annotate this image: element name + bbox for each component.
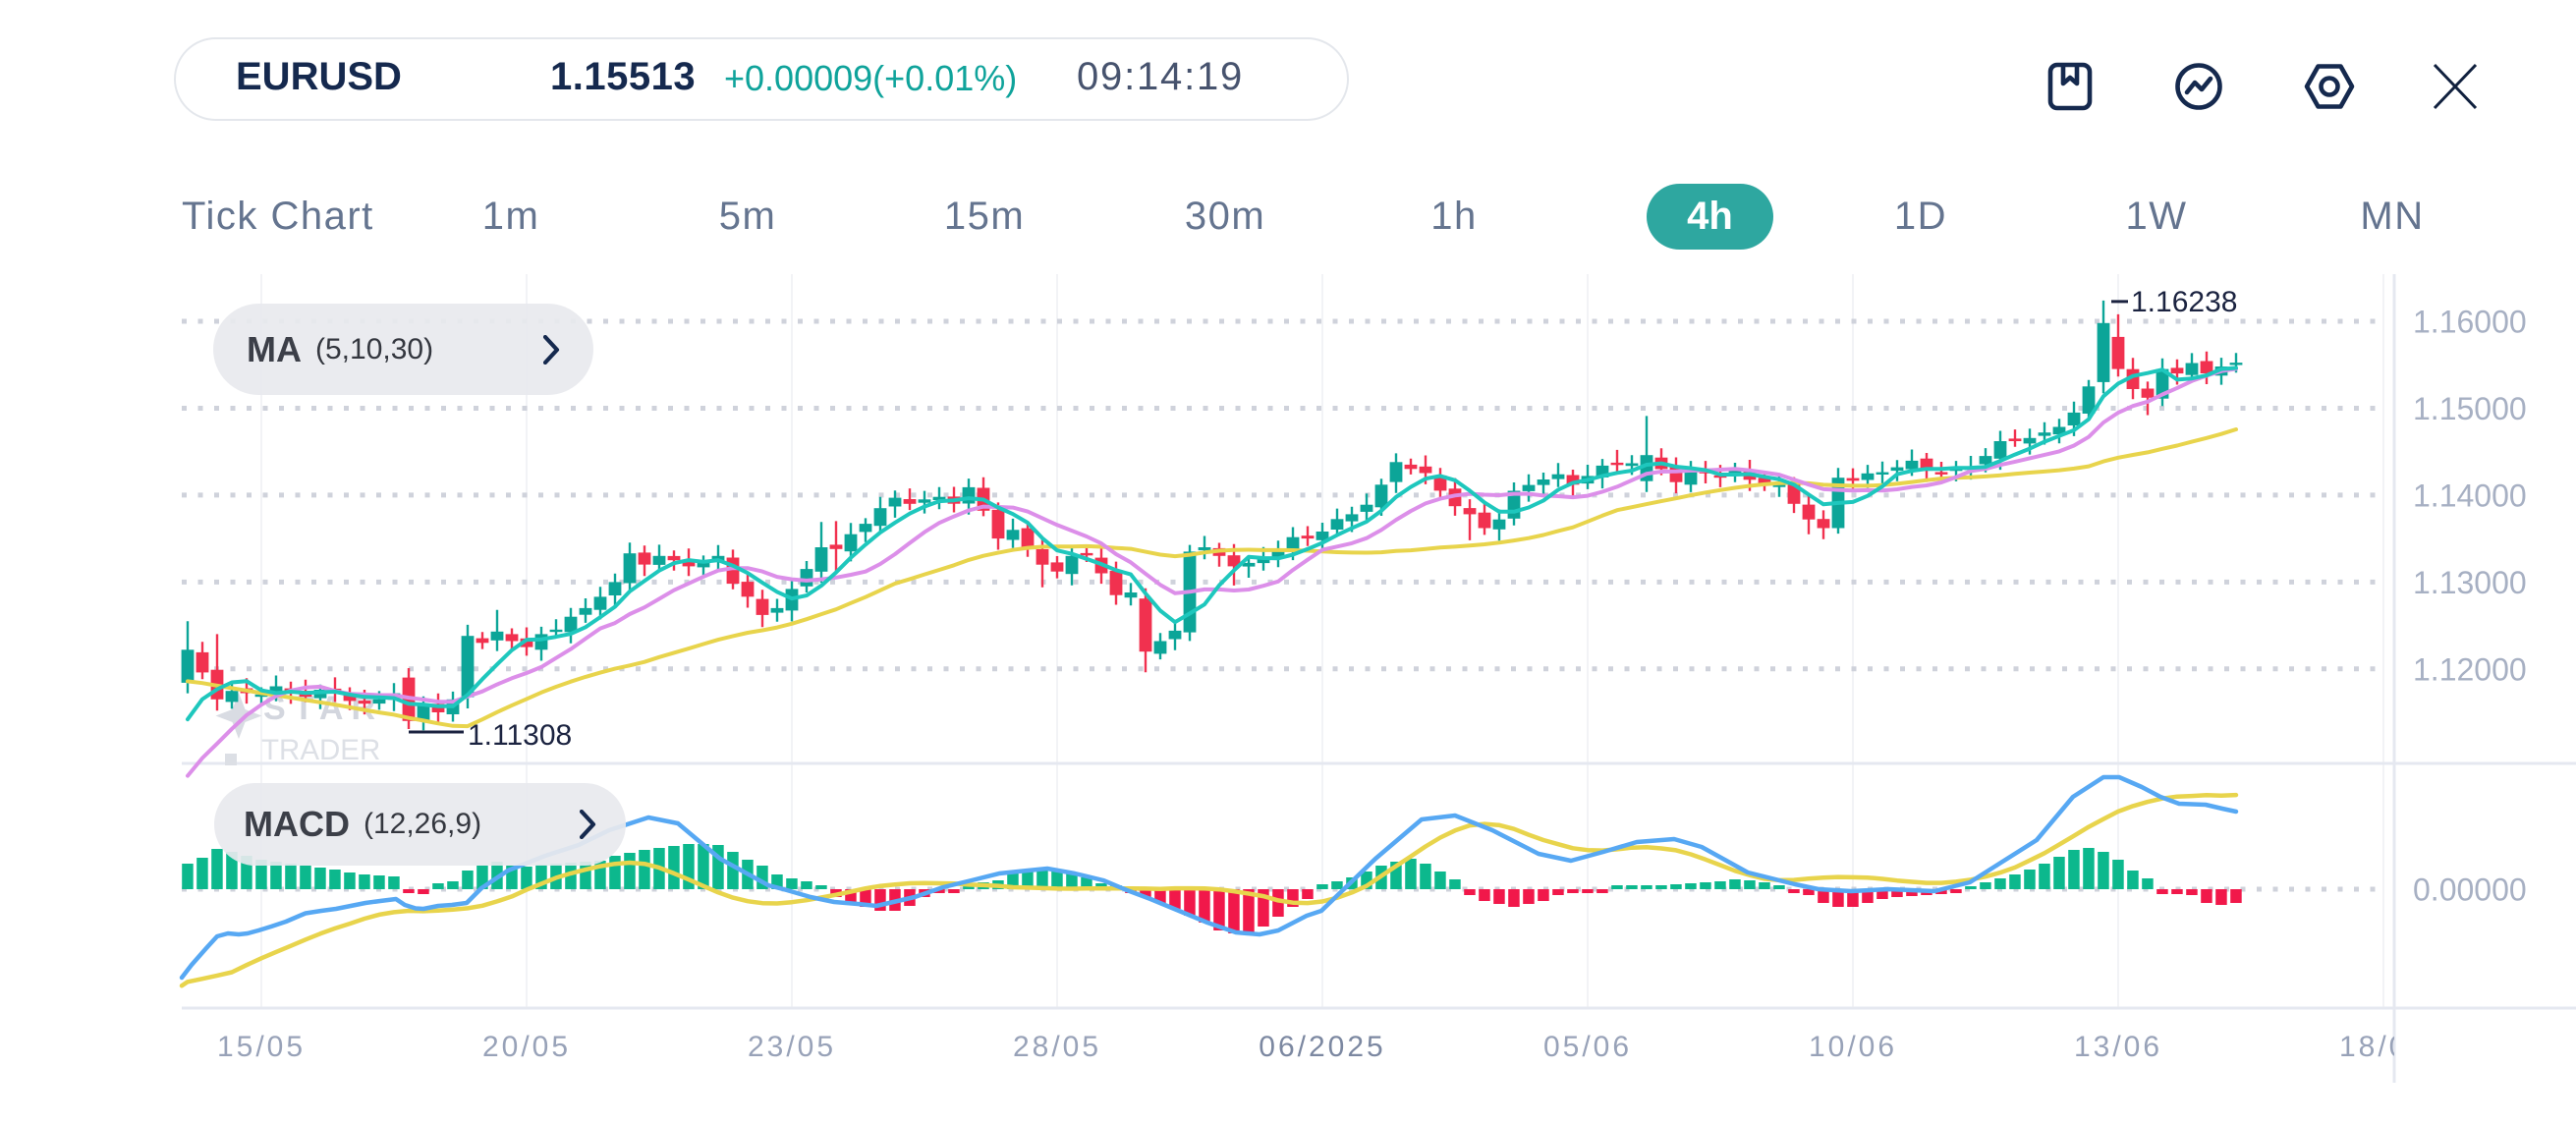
svg-text:1.13000: 1.13000 [2413,565,2527,600]
svg-text:1.11308: 1.11308 [468,719,572,752]
svg-text:1.14000: 1.14000 [2413,478,2527,513]
svg-text:1.16000: 1.16000 [2413,305,2527,340]
svg-text:1.15000: 1.15000 [2413,391,2527,426]
svg-text:15/05: 15/05 [217,1031,306,1063]
svg-text:23/05: 23/05 [748,1031,836,1063]
svg-text:0.00000: 0.00000 [2413,872,2527,908]
svg-text:TRADER: TRADER [261,734,380,766]
svg-text:20/05: 20/05 [482,1031,571,1063]
svg-text:06/2025: 06/2025 [1259,1031,1385,1063]
svg-text:28/05: 28/05 [1013,1031,1101,1063]
svg-text:05/06: 05/06 [1543,1031,1632,1063]
svg-text:1.12000: 1.12000 [2413,651,2527,687]
svg-text:10/06: 10/06 [1809,1031,1897,1063]
svg-text:18/06: 18/06 [2339,1031,2428,1063]
svg-text:13/06: 13/06 [2074,1031,2162,1063]
svg-text:1.16238: 1.16238 [2131,286,2237,318]
